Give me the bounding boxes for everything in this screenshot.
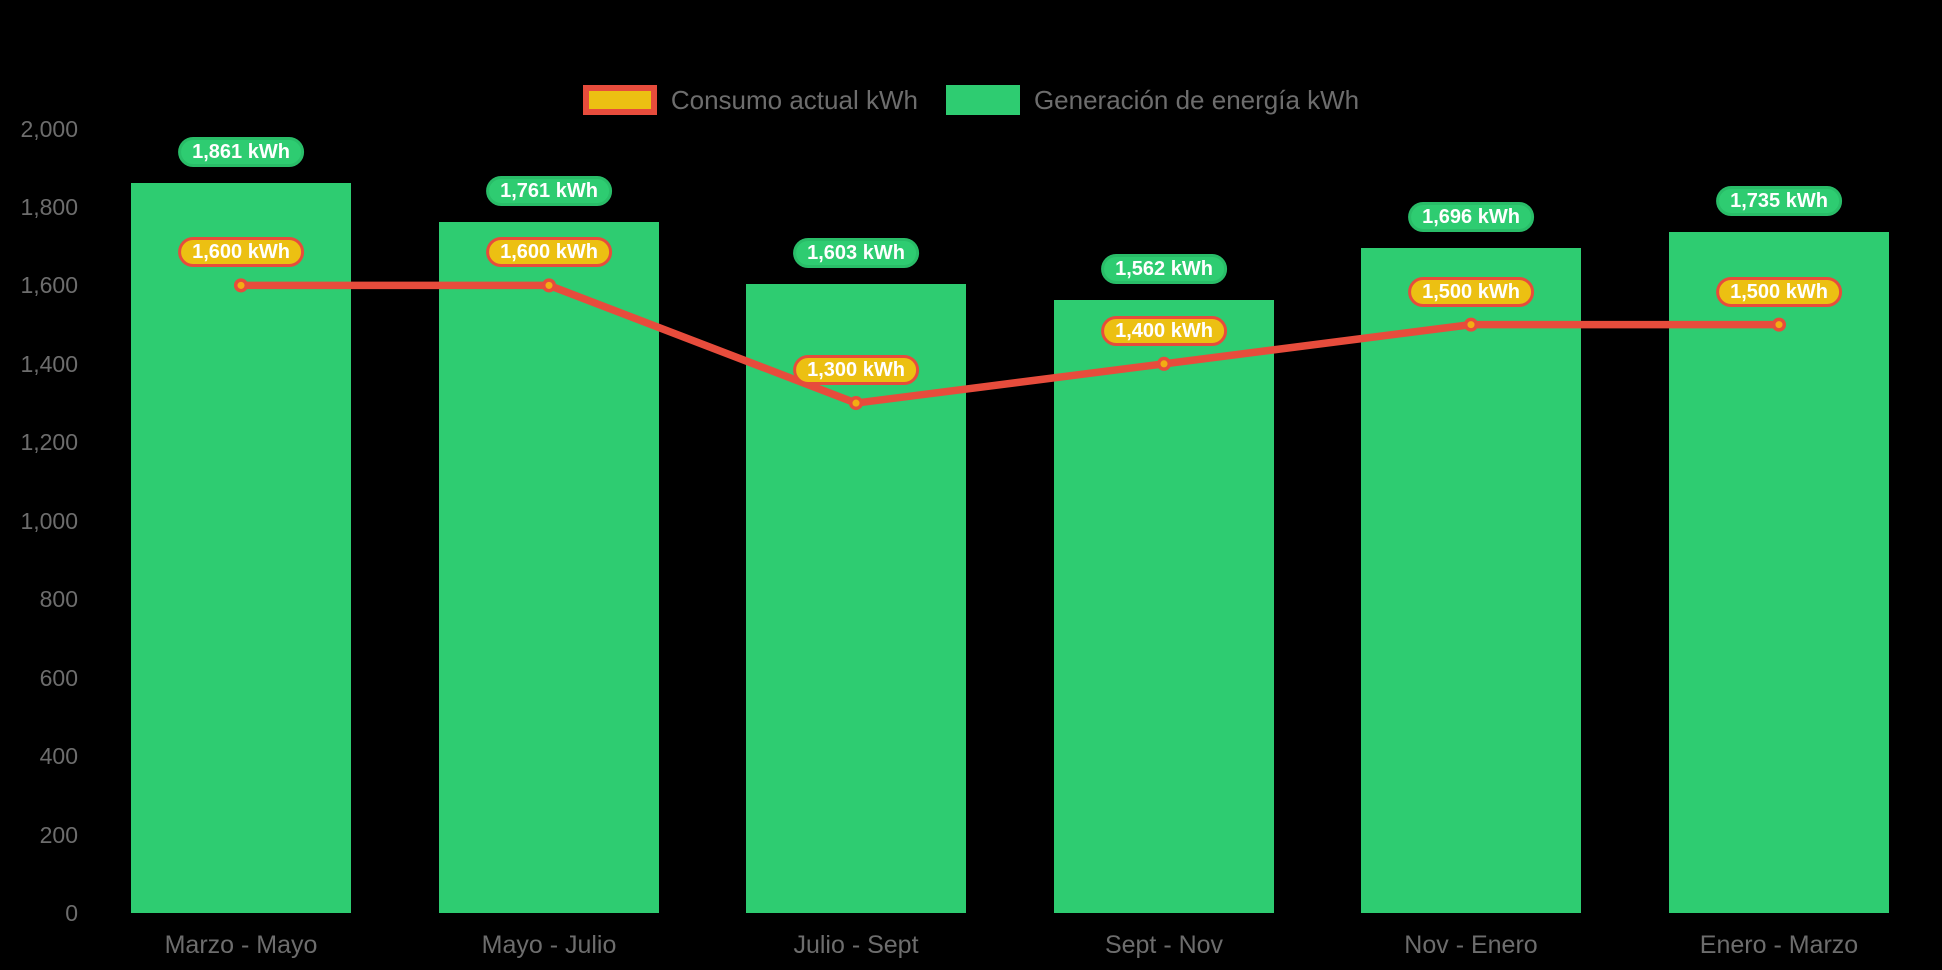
y-tick-label: 200 — [39, 821, 78, 848]
x-axis-label: Nov - Enero — [1404, 931, 1538, 959]
generation-bar[interactable] — [1361, 247, 1581, 913]
bar-value-badge: 1,861 kWh — [178, 137, 304, 168]
x-axis-label: Julio - Sept — [793, 931, 919, 959]
generation-bar[interactable] — [1054, 300, 1274, 913]
legend-label-generacion: Generación de energía kWh — [1033, 85, 1360, 115]
y-tick-label: 1,800 — [20, 193, 78, 220]
y-tick-label: 1,400 — [20, 350, 78, 377]
line-point-marker[interactable] — [1156, 356, 1172, 371]
chart-legend: Consumo actual kWh Generación de energía… — [0, 84, 1942, 116]
y-tick-label: 2,000 — [20, 115, 78, 142]
generation-bar[interactable] — [131, 183, 351, 913]
line-point-marker[interactable] — [1771, 317, 1787, 332]
line-point-marker[interactable] — [541, 278, 557, 293]
line-point-marker[interactable] — [848, 396, 864, 411]
line-value-badge: 1,600 kWh — [486, 237, 612, 268]
y-tick-label: 0 — [65, 900, 78, 926]
legend-item-generacion[interactable]: Generación de energía kWh — [945, 85, 1360, 115]
line-point-marker[interactable] — [233, 278, 249, 293]
line-point-marker[interactable] — [1463, 317, 1479, 332]
y-tick-label: 600 — [39, 664, 78, 691]
line-value-badge: 1,500 kWh — [1716, 276, 1842, 307]
consumption-line — [241, 281, 1779, 407]
line-value-badge: 1,500 kWh — [1408, 276, 1534, 307]
bar-value-badge: 1,735 kWh — [1716, 186, 1842, 217]
x-axis-label: Sept - Nov — [1104, 931, 1224, 959]
line-value-badge: 1,300 kWh — [793, 355, 919, 386]
legend-item-consumo[interactable]: Consumo actual kWh — [582, 85, 918, 115]
legend-label-consumo: Consumo actual kWh — [670, 85, 918, 115]
y-tick-label: 800 — [39, 586, 78, 613]
y-tick-label: 1,600 — [20, 272, 78, 299]
bar-value-badge: 1,562 kWh — [1101, 254, 1227, 285]
line-value-badge: 1,400 kWh — [1101, 315, 1227, 346]
bar-value-badge: 1,603 kWh — [793, 238, 919, 269]
bar-value-badge: 1,761 kWh — [486, 176, 612, 207]
x-axis-label: Mayo - Julio — [481, 931, 617, 959]
generation-bar[interactable] — [1669, 232, 1889, 913]
x-axis-label: Enero - Marzo — [1699, 931, 1859, 959]
bar-value-badge: 1,696 kWh — [1408, 201, 1534, 232]
generation-bar[interactable] — [439, 222, 659, 913]
generation-bar[interactable] — [746, 284, 966, 913]
y-tick-label: 1,000 — [20, 507, 78, 534]
y-tick-label: 400 — [39, 743, 78, 770]
consumo-line-swatch-icon — [582, 85, 657, 115]
generacion-bar-swatch-icon — [945, 85, 1020, 115]
x-axis-label: Marzo - Mayo — [164, 931, 318, 959]
line-value-badge: 1,600 kWh — [178, 237, 304, 268]
y-tick-label: 1,200 — [20, 429, 78, 456]
